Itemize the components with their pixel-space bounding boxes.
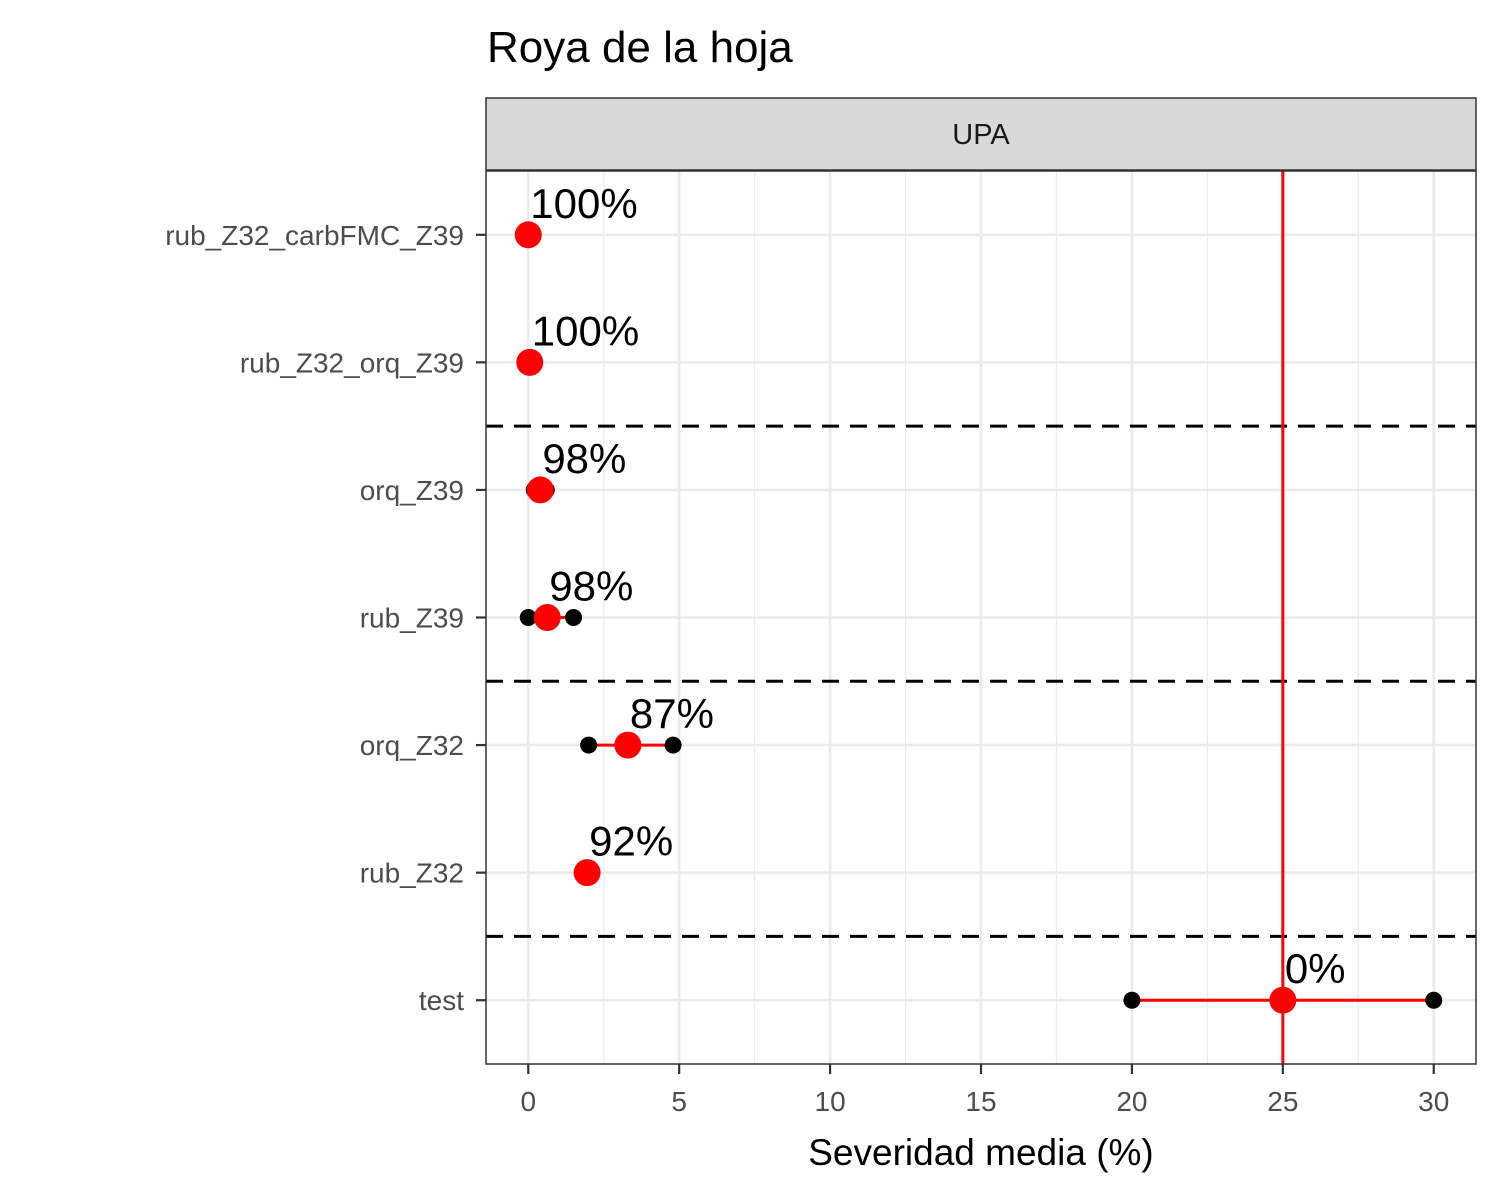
y-tick-label: rub_Z32_orq_Z39 — [240, 347, 464, 378]
data-label: 98% — [542, 435, 626, 482]
y-tick-label: rub_Z39 — [360, 603, 464, 634]
y-tick-label: rub_Z32 — [360, 858, 464, 889]
x-tick-label: 15 — [965, 1086, 996, 1117]
x-axis: 0 5 10 15 20 25 30 — [520, 1064, 1449, 1117]
y-axis: rub_Z32_carbFMC_Z39 rub_Z32_orq_Z39 orq_Z3… — [165, 220, 486, 1016]
data-label: 100% — [530, 180, 637, 227]
y-tick-label: test — [419, 985, 464, 1016]
data-label: 92% — [589, 818, 673, 865]
mean-point — [1269, 986, 1297, 1014]
y-tick-label: orq_Z32 — [360, 730, 464, 761]
mean-point — [533, 604, 561, 631]
range-min-point — [1123, 991, 1141, 1009]
range-max-point — [664, 736, 682, 754]
data-label: 87% — [630, 690, 714, 737]
group-separators — [486, 424, 1476, 938]
x-tick-label: 20 — [1116, 1086, 1147, 1117]
mean-point — [514, 221, 542, 249]
y-tick-label: rub_Z32_carbFMC_Z39 — [165, 220, 464, 251]
chart-title: Roya de la hoja — [487, 23, 793, 72]
range-max-point — [565, 609, 583, 626]
data-marks: 100% 100% 98% 98% 87% 92% 0% — [514, 180, 1443, 1014]
y-tick-label: orq_Z39 — [360, 475, 464, 506]
data-label: 98% — [549, 563, 633, 610]
mean-point — [614, 731, 642, 759]
facet-strip — [485, 97, 1477, 171]
mean-point — [573, 859, 601, 887]
mean-point — [526, 476, 554, 504]
range-max-point — [1425, 991, 1443, 1009]
x-tick-label: 25 — [1267, 1086, 1298, 1117]
range-min-point — [519, 609, 537, 626]
facet-strip-label: UPA — [952, 119, 1010, 151]
data-label: 0% — [1285, 945, 1346, 992]
x-tick-label: 10 — [815, 1086, 846, 1117]
x-tick-label: 5 — [671, 1086, 687, 1117]
mean-point — [516, 348, 544, 376]
range-min-point — [580, 736, 598, 754]
data-label: 100% — [532, 307, 639, 354]
x-tick-label: 30 — [1418, 1086, 1449, 1117]
x-tick-label: 0 — [520, 1086, 536, 1117]
x-axis-title: Severidad media (%) — [808, 1132, 1153, 1173]
